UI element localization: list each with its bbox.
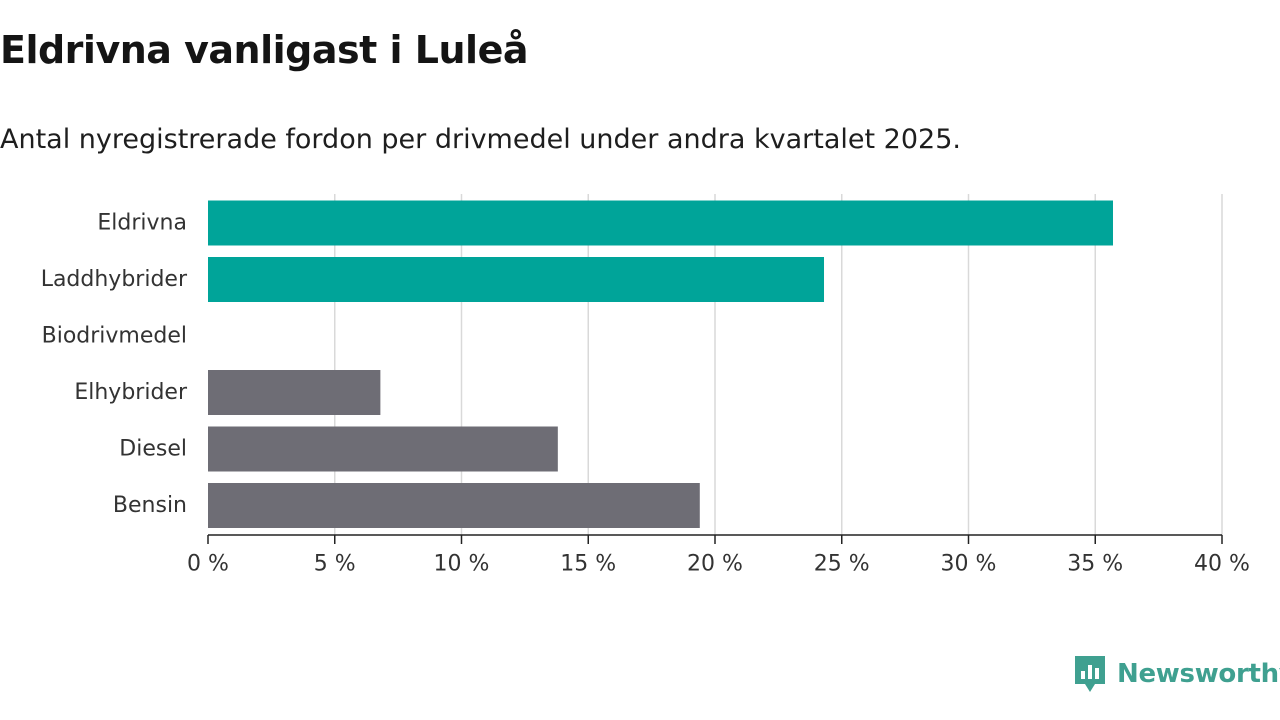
x-axis: 0 % 5 % 10 % 15 % 20 % 25 % 30 % 35 % 40 %: [187, 534, 1250, 577]
brand-logo: Newsworthy: [1073, 654, 1280, 694]
chart-title: Eldrivna vanligast i Luleå: [0, 28, 528, 72]
category-label: Bensin: [113, 493, 187, 518]
brand-name: Newsworthy: [1117, 659, 1280, 689]
category-label: Diesel: [119, 437, 187, 462]
bar-diesel: [208, 426, 558, 472]
category-label: Laddhybrider: [41, 267, 188, 292]
bar-bensin: [208, 483, 700, 528]
bars: [208, 200, 1113, 528]
x-tick-label: 40 %: [1194, 552, 1250, 577]
x-tick-label: 5 %: [314, 552, 356, 577]
x-tick-label: 35 %: [1067, 552, 1123, 577]
category-label: Biodrivmedel: [42, 324, 187, 349]
x-tick-label: 25 %: [814, 552, 870, 577]
category-label: Eldrivna: [97, 211, 187, 236]
category-label: Elhybrider: [74, 380, 188, 405]
bar-laddhybrider: [208, 257, 825, 302]
gridlines: [334, 194, 1223, 535]
bar-elhybrider: [208, 370, 381, 415]
chart-subtitle: Antal nyregistrerade fordon per drivmede…: [0, 124, 961, 155]
bar-eldrivna: [208, 200, 1113, 246]
x-tick-label: 10 %: [434, 552, 490, 577]
x-tick-label: 0 %: [187, 552, 229, 577]
x-tick-label: 15 %: [560, 552, 616, 577]
bar-chart: 0 % 5 % 10 % 15 % 20 % 25 % 30 % 35 % 40 % Eldri…: [41, 194, 1250, 577]
newsworthy-logo-icon: [1075, 656, 1105, 692]
category-labels: Eldrivna Laddhybrider Biodrivmedel Elhybrid…: [41, 211, 188, 519]
x-tick-label: 20 %: [687, 552, 743, 577]
x-tick-label: 30 %: [941, 552, 997, 577]
